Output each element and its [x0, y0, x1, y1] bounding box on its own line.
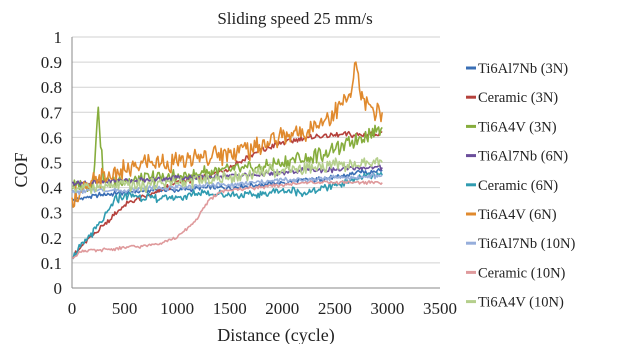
y-tick-label: 1: [54, 28, 63, 47]
legend-label: Ceramic (3N): [478, 90, 558, 106]
legend-label: Ti6A4V (10N): [478, 295, 564, 311]
y-axis-title: COF: [11, 152, 31, 187]
y-tick-label: 0.1: [41, 254, 62, 273]
series-line-9: [71, 157, 383, 195]
y-tick-label: 0.2: [41, 229, 62, 248]
y-tick-label: 0.8: [41, 78, 62, 97]
y-tick-label: 0.6: [41, 128, 62, 147]
x-axis-title: Distance (cycle): [217, 325, 334, 344]
y-tick-label: 0.9: [41, 53, 62, 72]
y-tick-label: 0.7: [41, 103, 63, 122]
tick-labels: 0 0.1 0.2 0.3 0.4 0.5 0.6 0.7 0.8 0.9 1 0 500 1000 150…: [41, 28, 457, 318]
data-series: [71, 61, 383, 260]
series-line-7: [71, 172, 383, 196]
legend-label: Ceramic (10N): [478, 265, 566, 281]
legend-label: Ti6Al7Nb (10N): [478, 236, 576, 252]
gridlines: [72, 36, 440, 264]
axes: [71, 37, 440, 289]
x-tick-label: 2500: [318, 299, 352, 318]
legend: Ti6Al7Nb (3N) Ceramic (3N) Ti6A4V (3N) Ti6A…: [466, 61, 576, 311]
series-line-2: [71, 129, 383, 259]
legend-label: Ti6Al7Nb (3N): [478, 61, 568, 77]
y-tick-label: 0.3: [41, 204, 62, 223]
series-line-5: [71, 171, 383, 260]
x-tick-label: 3500: [423, 299, 457, 318]
x-tick-label: 500: [112, 299, 138, 318]
chart-title: Sliding speed 25 mm/s: [217, 9, 372, 28]
x-tick-label: 2000: [265, 299, 299, 318]
x-tick-label: 1500: [213, 299, 247, 318]
y-tick-label: 0.5: [41, 154, 62, 173]
series-line-8: [71, 180, 383, 259]
legend-label: Ceramic (6N): [478, 178, 558, 194]
x-tick-label: 0: [68, 299, 77, 318]
x-tick-label: 1000: [160, 299, 194, 318]
y-tick-label: 0.4: [41, 179, 63, 198]
legend-label: Ti6Al7Nb (6N): [478, 149, 568, 165]
y-tick-label: 0: [54, 279, 63, 298]
legend-label: Ti6A4V (3N): [478, 119, 557, 135]
x-tick-label: 3000: [370, 299, 404, 318]
legend-label: Ti6A4V (6N): [478, 207, 557, 223]
series-line-6: [71, 61, 383, 208]
